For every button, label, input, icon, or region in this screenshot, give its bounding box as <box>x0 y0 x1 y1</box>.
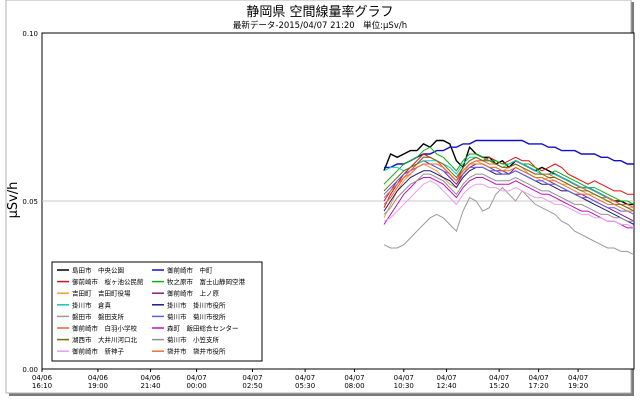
legend-box <box>51 261 263 362</box>
x-tick-date: 04/07 <box>295 374 315 382</box>
series-line <box>383 156 635 212</box>
legend-label: 湖西市 大井川河口北 <box>72 335 138 344</box>
x-tick-time: 12:40 <box>436 382 456 390</box>
legend-label: 菊川市 小笠支所 <box>167 335 220 344</box>
legend-label: 御前崎市 白羽小学校 <box>72 324 138 333</box>
x-tick-time: 17:20 <box>529 382 549 390</box>
series-line <box>383 180 635 229</box>
legend-label: 掛川市 倉真 <box>72 300 112 309</box>
chart-title: 静岡県 空間線量率グラフ <box>246 4 393 20</box>
y-tick-label: 0.10 <box>22 30 38 38</box>
x-tick-time: 02:50 <box>242 382 262 390</box>
y-tick-label: 0.05 <box>22 198 38 206</box>
chart-subtitle: 最新データ-2015/04/07 21:20 単位:μSv/h <box>233 20 407 31</box>
x-tick-date: 04/07 <box>489 374 509 382</box>
legend-label: 袋井市 袋井市役所 <box>167 347 226 356</box>
x-tick-time: 00:00 <box>186 382 206 390</box>
x-tick-date: 04/07 <box>186 374 206 382</box>
x-tick-time: 19:00 <box>88 382 108 390</box>
x-tick-date: 04/07 <box>344 374 364 382</box>
y-axis-ticks: 0.00 0.05 0.10 <box>22 30 38 374</box>
series-line <box>383 156 635 212</box>
series-line <box>384 139 634 169</box>
x-tick-time: 08:00 <box>344 382 364 390</box>
series-line <box>383 177 634 229</box>
x-tick-date: 04/07 <box>242 374 262 382</box>
series-line <box>383 163 634 212</box>
legend-label: 島田市 中央公園 <box>72 266 124 275</box>
x-tick-date: 04/07 <box>394 374 414 382</box>
legend-label: 御前崎市 新神子 <box>72 347 125 356</box>
legend-label: 吉田町 吉田町役場 <box>72 289 131 298</box>
series-line <box>383 173 634 222</box>
x-tick-time: 15:20 <box>489 382 509 390</box>
y-axis-label: μSv/h <box>6 182 21 219</box>
legend-label: 御前崎市 桜ヶ池公民館 <box>72 277 144 286</box>
legend-label: 菊川市 菊川市役所 <box>167 312 226 321</box>
legend-label: 磐田市 磐田支所 <box>72 312 125 321</box>
legend-label: 森町 飯田総合センター <box>167 324 239 333</box>
x-tick-date: 04/06 <box>140 374 161 382</box>
x-tick-date: 04/07 <box>436 374 456 382</box>
x-tick-time: 10:30 <box>394 382 414 390</box>
series-line <box>383 153 634 208</box>
legend-label: 御前崎市 上ノ原 <box>167 289 220 298</box>
y-tick-label: 0.00 <box>22 366 38 374</box>
x-axis-ticks: 04/0616:1004/0619:0004/0621:4004/0700:00… <box>32 369 588 390</box>
x-tick-time: 16:10 <box>32 382 52 390</box>
legend-label: 牧之原市 富士山静岡空港 <box>167 277 246 286</box>
x-tick-time: 19:20 <box>568 382 588 390</box>
legend-label: 御前崎市 中町 <box>167 266 213 275</box>
legend-label: 掛川市 掛川市役所 <box>167 300 226 309</box>
series-lines <box>383 139 635 256</box>
x-tick-time: 05:30 <box>295 382 315 390</box>
x-tick-date: 04/06 <box>32 374 53 382</box>
series-line <box>383 186 635 256</box>
x-tick-date: 04/06 <box>88 374 109 382</box>
x-tick-time: 21:40 <box>140 382 160 390</box>
x-tick-date: 04/07 <box>568 374 588 382</box>
x-tick-date: 04/07 <box>529 374 549 382</box>
